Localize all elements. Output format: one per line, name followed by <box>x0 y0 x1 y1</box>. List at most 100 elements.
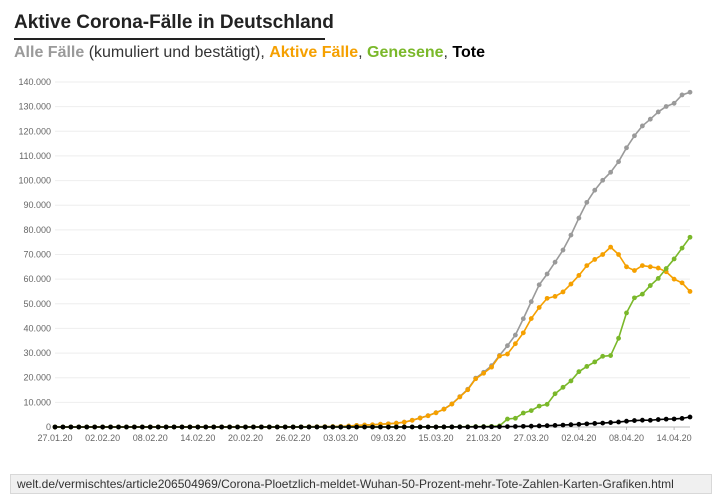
data-point-tote <box>473 424 479 430</box>
y-tick-label: 40.000 <box>23 323 51 333</box>
data-point-alle-faelle <box>687 89 693 95</box>
data-point-aktive-faelle <box>647 264 653 270</box>
data-point-tote <box>505 424 510 430</box>
x-tick-label: 15.03.20 <box>418 433 453 443</box>
data-point-tote <box>679 415 685 421</box>
data-point-aktive-faelle <box>592 257 598 262</box>
data-point-aktive-faelle <box>449 401 455 407</box>
data-point-tote <box>274 424 280 430</box>
y-tick-label: 70.000 <box>23 250 51 260</box>
data-point-aktive-faelle <box>425 413 431 419</box>
data-point-tote <box>338 424 344 430</box>
data-point-genesene <box>592 359 598 365</box>
data-point-tote <box>663 416 669 422</box>
data-point-tote <box>632 418 637 423</box>
data-point-aktive-faelle <box>520 330 526 336</box>
data-point-aktive-faelle <box>473 376 479 382</box>
data-point-aktive-faelle <box>616 252 621 257</box>
data-point-aktive-faelle <box>417 415 423 421</box>
data-point-tote <box>147 424 153 430</box>
data-point-tote <box>100 424 106 430</box>
data-point-tote <box>592 421 598 426</box>
x-tick-label: 26.02.20 <box>276 433 311 443</box>
data-point-alle-faelle <box>632 133 637 139</box>
data-point-tote <box>330 424 336 430</box>
data-point-tote <box>346 424 352 430</box>
x-tick-label: 08.04.20 <box>609 433 644 443</box>
x-tick-label: 08.02.20 <box>133 433 168 443</box>
legend-description: (kumuliert und bestätigt), <box>84 44 270 61</box>
data-point-aktive-faelle <box>481 370 487 376</box>
data-point-genesene <box>552 391 558 397</box>
x-tick-label: 27.03.20 <box>514 433 549 443</box>
data-point-tote <box>536 423 542 429</box>
data-point-alle-faelle <box>560 247 566 253</box>
data-point-aktive-faelle <box>679 280 685 286</box>
series-line-aktive-faelle <box>54 246 691 428</box>
y-tick-label: 140.000 <box>18 77 51 87</box>
data-point-aktive-faelle <box>608 244 614 250</box>
data-point-tote <box>647 417 653 423</box>
data-point-aktive-faelle <box>465 387 471 393</box>
data-point-aktive-faelle <box>639 263 645 268</box>
data-point-tote <box>639 417 645 423</box>
data-point-tote <box>497 424 502 430</box>
data-point-tote <box>624 418 629 424</box>
data-point-tote <box>187 424 193 430</box>
data-point-tote <box>195 424 201 430</box>
data-point-aktive-faelle <box>671 276 677 282</box>
data-point-genesene <box>655 276 661 281</box>
data-point-alle-faelle <box>671 100 677 106</box>
data-point-aktive-faelle <box>497 353 502 359</box>
data-point-aktive-faelle <box>393 420 399 426</box>
data-point-tote <box>282 424 288 430</box>
data-point-genesene <box>584 364 590 369</box>
y-tick-label: 10.000 <box>23 397 51 407</box>
y-tick-label: 100.000 <box>18 176 51 186</box>
data-point-tote <box>227 424 233 430</box>
data-point-genesene <box>560 384 566 390</box>
data-point-genesene <box>608 353 614 358</box>
data-point-tote <box>552 423 558 428</box>
data-point-tote <box>687 414 693 420</box>
data-point-aktive-faelle <box>552 293 558 299</box>
data-point-tote <box>211 424 217 430</box>
data-point-tote <box>608 420 614 425</box>
data-point-tote <box>616 419 621 425</box>
data-point-tote <box>409 424 415 430</box>
data-point-tote <box>600 420 606 426</box>
x-tick-label: 03.03.20 <box>323 433 358 443</box>
data-point-aktive-faelle <box>600 252 606 257</box>
data-point-genesene <box>679 245 685 251</box>
data-point-alle-faelle <box>576 215 582 221</box>
data-point-genesene <box>687 234 693 240</box>
data-point-genesene <box>528 408 534 413</box>
source-url[interactable]: welt.de/vermischtes/article206504969/Cor… <box>10 474 712 494</box>
data-point-aktive-faelle <box>505 351 510 357</box>
series-group <box>52 89 693 430</box>
y-tick-label: 130.000 <box>18 102 51 112</box>
y-tick-label: 80.000 <box>23 225 51 235</box>
x-tick-label: 02.04.20 <box>561 433 596 443</box>
data-point-tote <box>163 424 169 430</box>
data-point-aktive-faelle <box>489 364 494 370</box>
data-point-tote <box>235 424 240 430</box>
data-point-aktive-faelle <box>528 316 534 321</box>
series-genesene <box>52 234 693 430</box>
data-point-tote <box>584 421 590 427</box>
data-point-genesene <box>639 291 645 297</box>
data-point-alle-faelle <box>536 282 542 288</box>
data-point-tote <box>266 424 272 430</box>
data-point-tote <box>560 422 566 428</box>
data-point-alle-faelle <box>520 316 526 322</box>
data-point-aktive-faelle <box>576 273 582 278</box>
data-point-tote <box>393 424 399 430</box>
data-point-tote <box>52 424 58 430</box>
data-point-alle-faelle <box>624 145 629 151</box>
y-tick-label: 0 <box>46 422 51 432</box>
data-point-tote <box>655 417 661 422</box>
data-point-alle-faelle <box>608 169 614 175</box>
data-point-alle-faelle <box>505 343 510 349</box>
data-point-tote <box>433 424 439 430</box>
data-point-tote <box>354 424 360 430</box>
